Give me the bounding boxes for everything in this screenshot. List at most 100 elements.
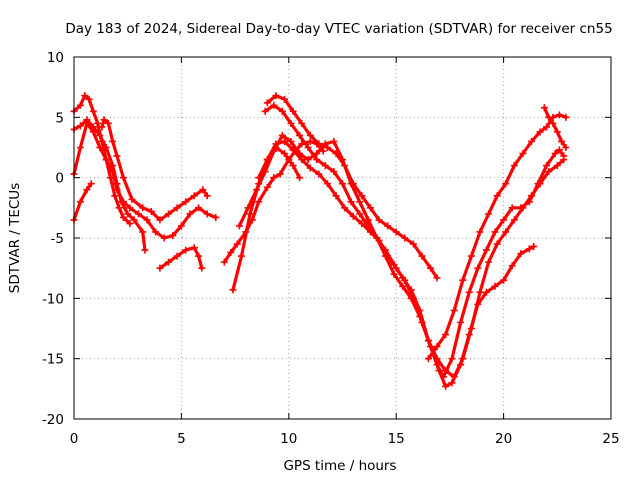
y-tick-label: 5: [55, 110, 64, 126]
data-point: [493, 240, 501, 248]
data-point: [424, 355, 432, 363]
data-point: [315, 140, 323, 148]
data-point: [416, 312, 424, 320]
plot-area: [70, 92, 570, 390]
data-point: [528, 192, 536, 200]
data-point: [113, 152, 121, 160]
series-arc-13: [426, 113, 568, 361]
data-point: [500, 216, 508, 224]
data-point: [390, 270, 398, 278]
data-point: [270, 174, 278, 182]
data-point: [289, 107, 297, 115]
x-tick-label: 5: [177, 431, 186, 447]
data-point: [399, 274, 407, 282]
data-point: [100, 116, 108, 124]
data-point: [491, 282, 499, 290]
data-point: [169, 232, 177, 240]
data-point: [553, 162, 561, 170]
data-point: [134, 210, 142, 218]
data-point: [139, 204, 147, 212]
data-point: [450, 373, 458, 381]
data-point: [330, 168, 338, 176]
data-point: [457, 318, 465, 326]
data-point: [540, 104, 548, 112]
data-point: [366, 204, 374, 212]
data-point: [558, 137, 566, 145]
data-point: [203, 192, 211, 200]
data-point: [83, 186, 91, 194]
data-point: [347, 198, 355, 206]
data-point: [433, 274, 441, 282]
data-point: [373, 234, 381, 242]
data-point: [381, 252, 389, 260]
data-point: [356, 198, 364, 206]
series-arc-2: [72, 121, 218, 240]
data-point: [323, 180, 331, 188]
data-point: [313, 156, 321, 164]
data-point: [474, 264, 482, 272]
data-point: [433, 355, 441, 363]
data-point: [349, 180, 357, 188]
data-point: [83, 116, 91, 124]
data-point: [165, 210, 173, 218]
data-point: [89, 107, 97, 115]
data-point: [220, 258, 228, 266]
series-arc-12: [263, 103, 566, 379]
data-point: [235, 222, 243, 230]
data-point: [341, 162, 349, 170]
data-point: [287, 137, 295, 145]
data-point: [296, 150, 304, 158]
y-tick-label: -20: [42, 412, 64, 428]
data-point: [519, 204, 527, 212]
data-point: [551, 150, 559, 158]
data-point: [227, 248, 235, 256]
data-point: [287, 119, 295, 127]
data-point: [182, 246, 190, 254]
data-point: [543, 162, 551, 170]
data-point: [562, 113, 570, 121]
data-point: [296, 131, 304, 139]
data-point: [109, 162, 117, 170]
data-point: [76, 122, 84, 130]
chart-title: Day 183 of 2024, Sidereal Day-to-day VTE…: [65, 21, 612, 37]
data-point: [76, 144, 84, 151]
data-point: [156, 216, 164, 224]
data-point: [195, 252, 203, 260]
data-point: [238, 252, 246, 260]
data-point: [244, 204, 252, 212]
data-point: [255, 198, 263, 206]
data-point: [392, 228, 400, 236]
data-point: [272, 144, 280, 151]
data-point: [510, 216, 518, 224]
data-point: [390, 261, 398, 269]
axis-ticks: 0 5 10 15 20 25 -20 -15 -10 -5 0 5 10: [42, 50, 620, 447]
data-point: [270, 101, 278, 109]
data-point: [442, 367, 450, 375]
data-point: [465, 288, 473, 296]
data-point: [276, 170, 284, 178]
data-point: [190, 192, 198, 200]
data-point: [173, 204, 181, 212]
data-point: [401, 234, 409, 242]
data-point: [332, 192, 340, 200]
data-point: [117, 198, 125, 206]
data-point: [104, 119, 112, 127]
data-point: [485, 258, 493, 266]
data-point: [263, 99, 271, 107]
data-point: [508, 262, 516, 270]
data-point: [160, 234, 168, 242]
data-point: [560, 156, 568, 164]
data-point: [119, 213, 127, 221]
grid: [74, 57, 611, 419]
data-point: [298, 156, 306, 164]
data-point: [448, 379, 456, 387]
data-point: [278, 107, 286, 115]
data-point: [229, 286, 237, 294]
x-axis-label: GPS time / hours: [283, 458, 396, 474]
data-point: [119, 174, 127, 182]
data-point: [418, 252, 426, 260]
data-point: [289, 162, 297, 170]
data-point: [315, 170, 323, 178]
data-point: [323, 144, 331, 151]
